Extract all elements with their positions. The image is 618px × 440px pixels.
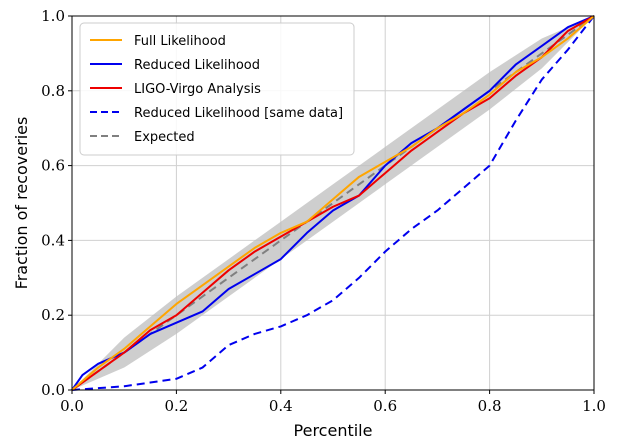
series-line-reduced-likelihood-same-data — [71, 15, 595, 391]
x-tick-label: 1.0 — [582, 397, 606, 415]
y-tick-label: 0.2 — [41, 306, 65, 324]
legend-label-full-likelihood: Full Likelihood — [134, 34, 226, 49]
x-tick-label: 0.4 — [269, 397, 293, 415]
legend-box — [79, 22, 355, 156]
series-line-reduced-likelihood — [71, 15, 595, 391]
series-layer — [71, 15, 595, 391]
x-tick-label: 0.0 — [60, 397, 84, 415]
legend-label-reduced-likelihood: Reduced Likelihood — [134, 58, 260, 73]
series-line-full-likelihood — [71, 15, 595, 391]
legend-label-reduced-likelihood-same-data: Reduced Likelihood [same data] — [134, 106, 343, 121]
y-tick-label: 1.0 — [41, 7, 65, 25]
plot-frame — [71, 15, 595, 391]
legend-entries: Full Likelihood Reduced Likelihood LIGO-Vi… — [90, 34, 343, 145]
y-axis-label: Fraction of recoveries — [12, 117, 31, 290]
y-tick-label: 0.8 — [41, 82, 65, 100]
x-axis-label: Percentile — [294, 421, 373, 440]
legend-label-ligo-virgo-analysis: LIGO-Virgo Analysis — [134, 82, 261, 97]
axis-ticks: 0.0 0.2 0.4 0.6 0.8 1.0 0.0 0.2 0.4 0.6 0.8 1.0 — [41, 7, 606, 415]
y-tick-label: 0.4 — [41, 231, 65, 249]
legend: Full Likelihood Reduced Likelihood LIGO-Vi… — [79, 22, 355, 156]
legend-label-expected: Expected — [134, 130, 195, 145]
series-line-ligo-virgo-analysis — [71, 15, 595, 391]
y-tick-label: 0.6 — [41, 157, 65, 175]
x-tick-label: 0.2 — [164, 397, 188, 415]
x-tick-label: 0.6 — [373, 397, 397, 415]
y-tick-label: 0.0 — [41, 381, 65, 399]
x-tick-label: 0.8 — [478, 397, 502, 415]
